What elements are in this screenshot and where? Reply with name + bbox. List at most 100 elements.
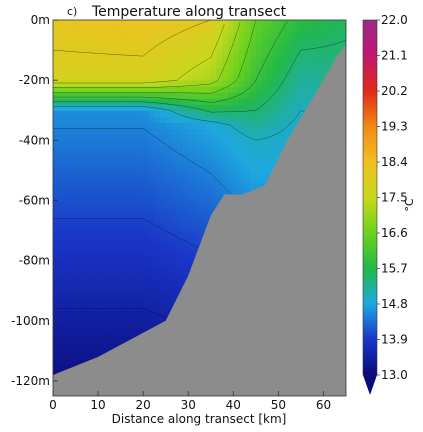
field-cell [126, 123, 133, 130]
field-cell [126, 238, 133, 245]
field-cell [272, 20, 279, 27]
field-cell [216, 177, 223, 185]
field-cell [98, 232, 105, 239]
x-tick-label: 10 [90, 398, 105, 412]
field-cell [284, 38, 291, 45]
field-cell [193, 129, 201, 136]
field-cell [103, 38, 110, 45]
field-cell [53, 98, 60, 106]
field-cell [131, 244, 139, 252]
field-cell [86, 98, 94, 106]
field-cell [267, 62, 274, 70]
field-cell [64, 214, 71, 221]
field-cell [272, 98, 279, 106]
field-cell [114, 244, 122, 252]
field-cell [126, 117, 133, 124]
field-cell [210, 177, 217, 185]
field-cell [210, 86, 217, 94]
field-cell [261, 26, 268, 33]
field-cell [176, 280, 184, 288]
field-cell [92, 311, 99, 318]
field-cell [69, 220, 77, 227]
field-cell [182, 20, 189, 27]
field-cell [244, 80, 251, 88]
field-cell [193, 80, 201, 88]
field-cell [58, 262, 65, 270]
field-cell [126, 274, 133, 282]
field-cell [75, 311, 82, 318]
field-cell [238, 44, 246, 51]
field-cell [267, 32, 274, 39]
field-cell [103, 244, 110, 252]
field-cell [171, 74, 178, 82]
field-cell [165, 135, 172, 142]
field-cell [69, 359, 77, 367]
field-cell [160, 268, 167, 276]
field-cell [227, 20, 234, 27]
field-cell [81, 147, 88, 155]
field-cell [250, 104, 257, 112]
field-cell [137, 274, 144, 282]
field-cell [120, 280, 127, 288]
field-cell [300, 62, 308, 70]
field-cell [131, 208, 139, 215]
field-cell [86, 305, 94, 312]
field-cell [317, 26, 325, 33]
field-cell [160, 238, 167, 245]
field-cell [126, 214, 133, 221]
field-cell [227, 165, 234, 173]
field-cell [210, 123, 217, 130]
field-cell [148, 232, 156, 239]
field-cell [75, 226, 82, 233]
field-cell [165, 171, 172, 179]
field-cell [289, 38, 296, 45]
field-cell [176, 171, 184, 179]
field-cell [131, 317, 139, 324]
field-cell [154, 129, 161, 136]
field-cell [103, 335, 110, 343]
field-cell [255, 20, 263, 27]
field-cell [103, 153, 110, 161]
field-cell [137, 117, 144, 124]
field-cell [109, 335, 116, 343]
field-cell [114, 98, 122, 106]
field-cell [227, 189, 234, 197]
field-cell [182, 117, 189, 124]
field-cell [64, 347, 71, 355]
field-cell [109, 268, 116, 276]
isotherm-line [53, 20, 288, 103]
field-cell [278, 147, 285, 155]
field-cell [154, 80, 161, 88]
field-cell [238, 135, 246, 142]
isotherm-line [53, 106, 346, 141]
field-cell [92, 226, 99, 233]
field-cell [143, 232, 150, 239]
field-cell [120, 323, 127, 330]
field-cell [137, 20, 144, 27]
field-cell [165, 201, 172, 209]
field-cell [58, 44, 65, 51]
field-cell [148, 26, 156, 33]
field-cell [53, 232, 60, 239]
field-cell [188, 68, 195, 76]
field-cell [238, 189, 246, 197]
field-cell [120, 110, 127, 118]
field-cell [114, 256, 122, 264]
field-cell [171, 177, 178, 185]
field-cell [109, 286, 116, 294]
field-cell [103, 50, 110, 57]
field-cell [53, 32, 60, 39]
field-cell [176, 226, 184, 233]
field-cell [75, 26, 82, 33]
field-cell [53, 38, 60, 45]
field-cell [329, 56, 336, 64]
field-cell [176, 104, 184, 112]
field-cell [176, 274, 184, 282]
field-cell [103, 329, 110, 336]
field-cell [53, 286, 60, 294]
field-cell [98, 92, 105, 100]
field-cell [148, 110, 156, 118]
field-cell [75, 44, 82, 51]
field-cell [114, 171, 122, 179]
field-cell [58, 171, 65, 179]
